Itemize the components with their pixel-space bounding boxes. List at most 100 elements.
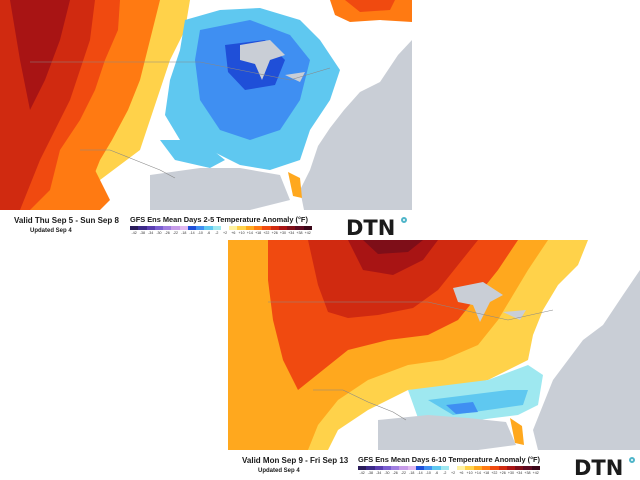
scale-label: -26 [164, 231, 170, 235]
scale-swatch [212, 226, 221, 230]
warm-core-deep [348, 240, 438, 275]
scale-swatch [358, 466, 367, 470]
scale-label: -14 [189, 231, 195, 235]
scale-swatch [253, 226, 263, 230]
scale-label: +10 [238, 231, 245, 235]
us-mexico-border [80, 149, 176, 179]
scale-swatch [179, 226, 188, 230]
gulf-of-mexico [150, 168, 290, 210]
color-scale-labels: -42 -38 -34 -30 -26 -22 -18 -14 -10 -6 -2 +2 +6 +10 +1… [358, 471, 540, 476]
scale-label: +34 [288, 231, 295, 235]
scale-swatch [187, 226, 197, 230]
scale-label: +26 [499, 471, 506, 475]
scale-label: +42 [304, 231, 311, 235]
scale-label: -30 [384, 471, 390, 475]
scale-swatch [457, 466, 466, 470]
scale-swatch [287, 226, 296, 230]
valid-dates: Valid Mon Sep 9 - Fri Sep 13 [242, 456, 349, 465]
scale-label: -34 [148, 231, 154, 235]
scale-label: +6 [231, 231, 236, 235]
scale-label: -2 [443, 471, 447, 475]
scale-swatch [498, 466, 507, 470]
warm-patch-florida [510, 418, 524, 445]
warm-core [308, 240, 478, 318]
scale-swatch [490, 466, 499, 470]
warm-region-northeast-core [345, 0, 395, 12]
scale-swatch [515, 466, 524, 470]
scale-swatch [481, 466, 491, 470]
scale-swatch [407, 466, 416, 470]
scale-label: -42 [131, 231, 137, 235]
scale-swatch [146, 226, 155, 230]
scale-label: -26 [392, 471, 398, 475]
scale-swatch [295, 226, 304, 230]
scale-label: -2 [215, 231, 219, 235]
scale-label: +18 [255, 231, 262, 235]
valid-dates: Valid Thu Sep 5 - Sun Sep 8 [14, 216, 119, 225]
scale-swatch [229, 226, 238, 230]
scale-label: -22 [400, 471, 407, 475]
updated-date: Updated Sep 4 [258, 468, 300, 474]
scale-swatch [506, 466, 516, 470]
scale-swatch [382, 466, 392, 470]
color-scale: -42 -38 -34 -30 -26 -22 -18 -14 -10 -6 -2 +2 +6 +10 +1… [358, 466, 540, 477]
scale-label: +26 [271, 231, 278, 235]
scale-label: +42 [532, 471, 539, 475]
scale-label: -42 [359, 471, 365, 475]
color-scale-labels: -42 -38 -34 -30 -26 -22 -18 -14 -10 -6 -2 +2 +6 +10 +1… [130, 231, 312, 236]
scale-swatch [473, 466, 482, 470]
scale-label: +38 [296, 231, 303, 235]
scale-label: +22 [263, 231, 270, 235]
warm-patch-florida [288, 172, 302, 198]
scale-swatch [130, 226, 139, 230]
scale-swatch [138, 226, 147, 230]
updated-date: Updated Sep 4 [30, 228, 72, 234]
scale-swatch [237, 226, 246, 230]
scale-label: +10 [466, 471, 473, 475]
scale-swatch [245, 226, 254, 230]
scale-swatch [432, 466, 441, 470]
great-lakes [240, 40, 305, 82]
scale-label: -22 [172, 231, 179, 235]
gulf-of-mexico [378, 415, 516, 450]
scale-label: -38 [367, 471, 373, 475]
warm-core-deep [10, 0, 70, 110]
scale-label: -30 [156, 231, 162, 235]
us-mexico-border [313, 389, 407, 421]
scale-swatch [270, 226, 279, 230]
scale-label: +22 [491, 471, 498, 475]
scale-label: +30 [507, 471, 514, 475]
baja-region [60, 150, 110, 210]
scale-swatch [163, 226, 172, 230]
anomaly-map-days-6-10 [228, 240, 640, 450]
scale-label: +2 [223, 231, 228, 235]
map-title: GFS Ens Mean Days 6-10 Temperature Anoma… [358, 455, 541, 464]
scale-swatch [171, 226, 180, 230]
legend-footer-days-6-10: Valid Mon Sep 9 - Fri Sep 13 Updated Sep… [228, 450, 640, 480]
scale-label: +14 [474, 471, 481, 475]
scale-label: -38 [139, 231, 145, 235]
scale-swatch [448, 466, 458, 470]
scale-swatch [399, 466, 408, 470]
dtn-logo: DTN [346, 216, 410, 240]
scale-label: +2 [451, 471, 456, 475]
scale-label: -10 [197, 231, 203, 235]
scale-swatch [303, 226, 312, 230]
dtn-logo-text: DTN [574, 456, 624, 480]
color-scale: -42 -38 -34 -30 -26 -22 -18 -14 -10 -6 -2 +2 +6 +10 +1… [130, 226, 312, 237]
scale-swatch [220, 226, 230, 230]
forecast-panel-days-2-5: Valid Thu Sep 5 - Sun Sep 8 Updated Sep … [0, 0, 413, 240]
scale-label: +14 [246, 231, 253, 235]
scale-label: -6 [434, 471, 439, 475]
warm-core-deepest [363, 240, 423, 254]
color-scale-bar [130, 226, 312, 230]
forecast-panel-days-6-10: Valid Mon Sep 9 - Fri Sep 13 Updated Sep… [228, 240, 640, 480]
scale-label: -18 [409, 471, 415, 475]
color-scale-bar [358, 466, 540, 470]
scale-swatch [262, 226, 271, 230]
scale-swatch [391, 466, 400, 470]
scale-label: -14 [417, 471, 423, 475]
us-canada-border [268, 301, 554, 321]
dtn-logo-circle-icon [629, 457, 635, 463]
scale-swatch [424, 466, 433, 470]
